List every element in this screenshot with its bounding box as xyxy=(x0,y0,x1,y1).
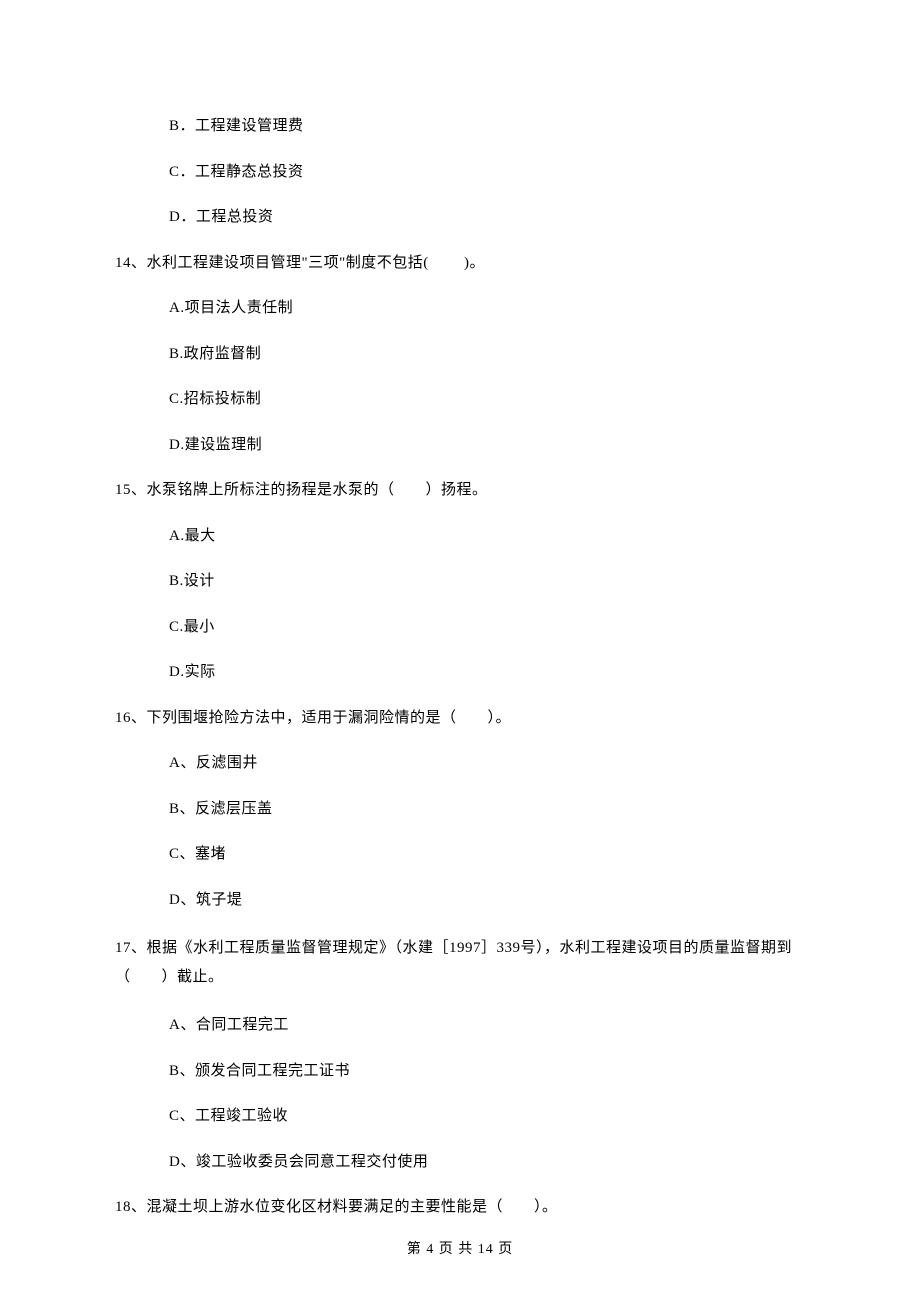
continued-option-d: D．工程总投资 xyxy=(169,206,805,229)
question-17-option-c: C、工程竣工验收 xyxy=(169,1105,805,1128)
question-15-option-b: B.设计 xyxy=(169,570,805,593)
continued-option-c: C．工程静态总投资 xyxy=(169,161,805,184)
question-14-option-a: A.项目法人责任制 xyxy=(169,297,805,320)
question-14-stem: 14、水利工程建设项目管理"三项"制度不包括( )。 xyxy=(115,252,805,275)
question-15-option-c: C.最小 xyxy=(169,616,805,639)
page-content: B．工程建设管理费 C．工程静态总投资 D．工程总投资 14、水利工程建设项目管… xyxy=(0,0,920,1219)
question-14-option-d: D.建设监理制 xyxy=(169,434,805,457)
question-16-option-d: D、筑子堤 xyxy=(169,889,805,912)
question-14-option-b: B.政府监督制 xyxy=(169,343,805,366)
question-15-option-a: A.最大 xyxy=(169,525,805,548)
question-17-option-a: A、合同工程完工 xyxy=(169,1014,805,1037)
question-16-option-c: C、塞堵 xyxy=(169,843,805,866)
question-15-option-d: D.实际 xyxy=(169,661,805,684)
question-17-stem: 17、根据《水利工程质量监督管理规定》（水建［1997］339号），水利工程建设… xyxy=(115,934,805,991)
question-18-stem: 18、混凝土坝上游水位变化区材料要满足的主要性能是（ ）。 xyxy=(115,1196,805,1219)
continued-option-b: B．工程建设管理费 xyxy=(169,115,805,138)
question-15-stem: 15、水泵铭牌上所标注的扬程是水泵的（ ）扬程。 xyxy=(115,479,805,502)
question-17-option-b: B、颁发合同工程完工证书 xyxy=(169,1060,805,1083)
page-footer: 第 4 页 共 14 页 xyxy=(0,1238,920,1258)
question-16-stem: 16、下列围堰抢险方法中，适用于漏洞险情的是（ ）。 xyxy=(115,707,805,730)
question-16-option-b: B、反滤层压盖 xyxy=(169,798,805,821)
question-14-option-c: C.招标投标制 xyxy=(169,388,805,411)
question-16-option-a: A、反滤围井 xyxy=(169,752,805,775)
question-17-option-d: D、竣工验收委员会同意工程交付使用 xyxy=(169,1151,805,1174)
